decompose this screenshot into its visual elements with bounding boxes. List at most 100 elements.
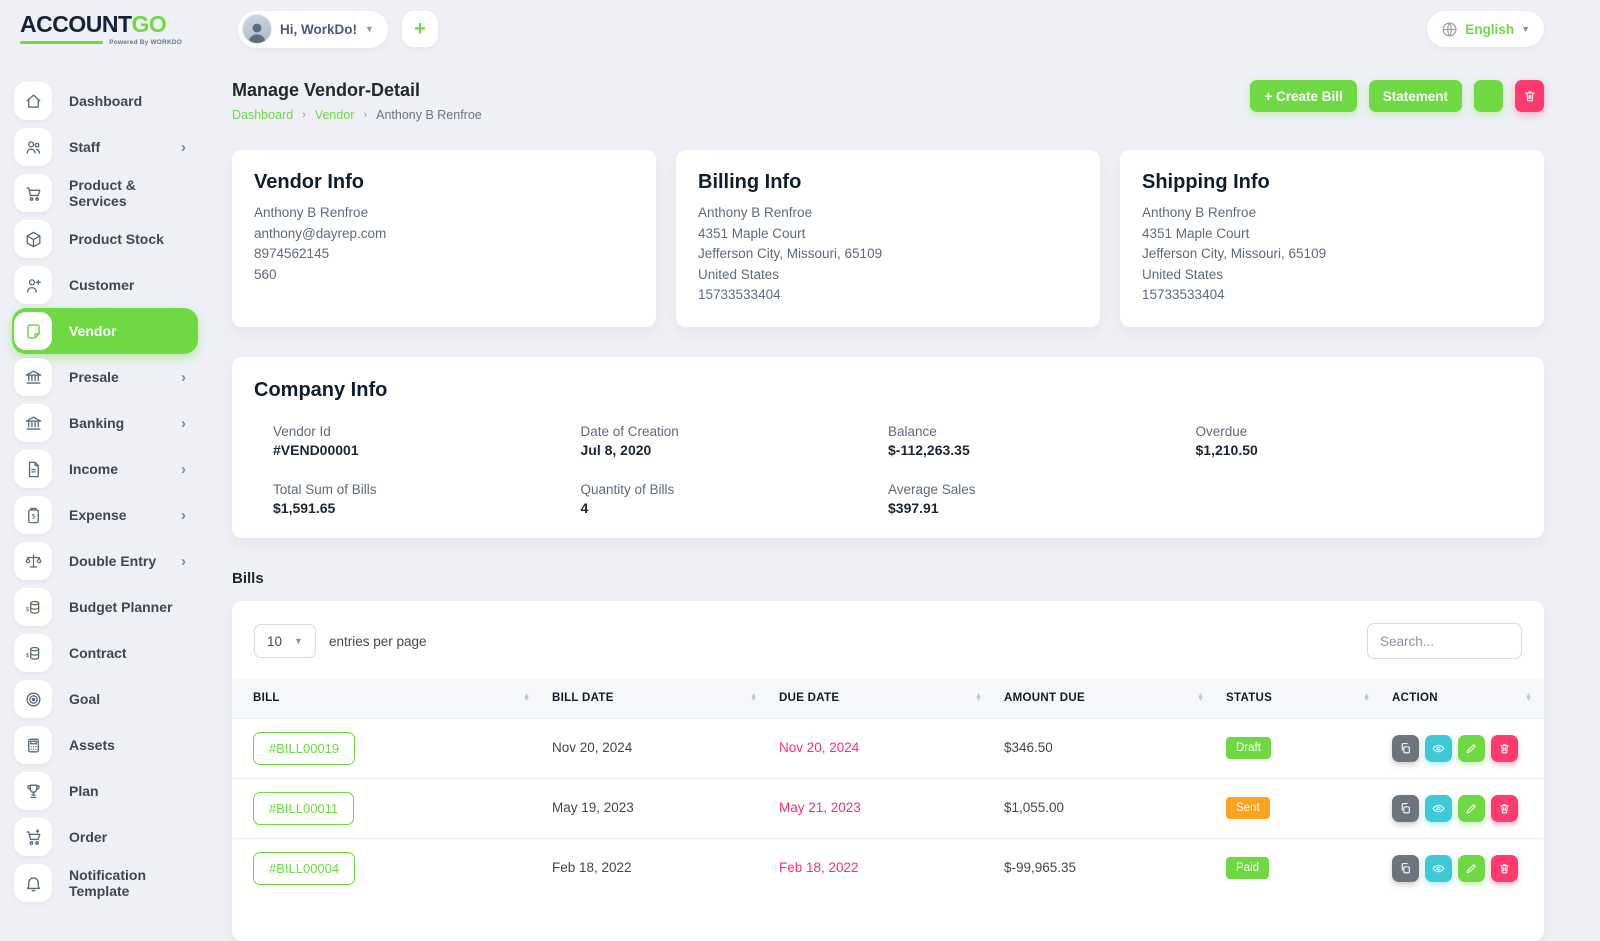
- due-date: May 21, 2023: [779, 800, 861, 815]
- create-bill-button[interactable]: + Create Bill: [1250, 80, 1356, 112]
- field-date-of-creation: Date of Creation Jul 8, 2020: [581, 424, 889, 458]
- edit-vendor-button[interactable]: [1474, 80, 1503, 112]
- edit-button[interactable]: [1458, 735, 1485, 762]
- billing-city: Jefferson City, Missouri, 65109: [698, 245, 1078, 263]
- bill-id-link[interactable]: #BILL00019: [253, 732, 355, 765]
- eye-icon: [1432, 802, 1445, 815]
- brand-logo[interactable]: ACCOUNTGO Powered By WORKDO: [0, 13, 232, 46]
- breadcrumb-current: Anthony B Renfroe: [376, 108, 482, 122]
- coins-icon: $: [14, 634, 52, 672]
- duplicate-button[interactable]: [1392, 735, 1419, 762]
- delete-button[interactable]: [1491, 735, 1518, 762]
- sidebar-item-staff[interactable]: Staff ›: [12, 124, 198, 170]
- svg-text:$: $: [25, 606, 29, 613]
- view-button[interactable]: [1425, 855, 1452, 882]
- sidebar-item-expense[interactable]: $ Expense ›: [12, 492, 198, 538]
- main-content: Manage Vendor-Detail Dashboard › Vendor …: [232, 58, 1544, 941]
- sidebar-item-dashboard[interactable]: Dashboard: [12, 78, 198, 124]
- billing-info-card: Billing Info Anthony B Renfroe 4351 Mapl…: [676, 150, 1100, 327]
- chevron-right-icon: ›: [181, 553, 192, 570]
- status-badge: Paid: [1226, 857, 1269, 879]
- clipboard-dollar-icon: $: [14, 496, 52, 534]
- sidebar-item-vendor[interactable]: Vendor: [12, 308, 198, 354]
- shipping-country: United States: [1142, 266, 1522, 284]
- view-button[interactable]: [1425, 795, 1452, 822]
- language-label: English: [1465, 22, 1514, 37]
- powered-by-label: Powered By WORKDO: [109, 39, 182, 46]
- sidebar-item-banking[interactable]: Banking ›: [12, 400, 198, 446]
- duplicate-button[interactable]: [1392, 855, 1419, 882]
- sidebar-item-product-services[interactable]: Product & Services: [12, 170, 198, 216]
- field-quantity-of-bills: Quantity of Bills 4: [581, 482, 889, 516]
- bill-date: Feb 18, 2022: [552, 860, 632, 875]
- bell-icon: [14, 864, 52, 902]
- amount-due: $1,055.00: [1004, 800, 1064, 815]
- chevron-right-icon: ›: [181, 461, 192, 478]
- delete-button[interactable]: [1491, 795, 1518, 822]
- billing-phone: 15733533404: [698, 286, 1078, 304]
- edit-button[interactable]: [1458, 855, 1485, 882]
- user-menu[interactable]: Hi, WorkDo! ▼: [238, 11, 388, 48]
- users-icon: [14, 128, 52, 166]
- sidebar-item-plan[interactable]: Plan: [12, 768, 198, 814]
- edit-button[interactable]: [1458, 795, 1485, 822]
- column-header-action[interactable]: ACTION▲▼: [1382, 679, 1544, 718]
- sidebar-item-presale[interactable]: Presale ›: [12, 354, 198, 400]
- field-balance: Balance $-112,263.35: [888, 424, 1196, 458]
- sidebar-item-notification-template[interactable]: Notification Template: [12, 860, 198, 906]
- calculator-icon: [14, 726, 52, 764]
- sidebar-item-budget-planner[interactable]: $ Budget Planner: [12, 584, 198, 630]
- breadcrumb-vendor[interactable]: Vendor: [315, 108, 355, 122]
- delete-vendor-button[interactable]: [1515, 80, 1544, 112]
- pencil-icon: [1488, 89, 1489, 103]
- trash-icon: [1498, 742, 1511, 755]
- field-overdue: Overdue $1,210.50: [1196, 424, 1504, 458]
- column-header-bill[interactable]: BILL▲▼: [232, 679, 542, 718]
- company-info-card: Company Info Vendor Id #VEND00001 Date o…: [232, 357, 1544, 538]
- brand-name-secondary: GO: [132, 11, 167, 37]
- copy-icon: [1399, 742, 1412, 755]
- sidebar-item-double-entry[interactable]: Double Entry ›: [12, 538, 198, 584]
- sidebar-item-assets[interactable]: Assets: [12, 722, 198, 768]
- column-header-bill-date[interactable]: BILL DATE▲▼: [542, 679, 769, 718]
- globe-icon: [1441, 21, 1458, 38]
- language-selector[interactable]: English ▼: [1427, 11, 1544, 47]
- shipping-street: 4351 Maple Court: [1142, 225, 1522, 243]
- duplicate-button[interactable]: [1392, 795, 1419, 822]
- column-header-due-date[interactable]: DUE DATE▲▼: [769, 679, 994, 718]
- breadcrumb-dashboard[interactable]: Dashboard: [232, 108, 293, 122]
- company-info-title: Company Info: [254, 379, 1522, 402]
- bill-date: Nov 20, 2024: [552, 740, 632, 755]
- delete-button[interactable]: [1491, 855, 1518, 882]
- amount-due: $346.50: [1004, 740, 1053, 755]
- search-input[interactable]: [1367, 623, 1522, 659]
- sidebar-item-customer[interactable]: Customer: [12, 262, 198, 308]
- trash-icon: [1523, 89, 1537, 103]
- statement-button[interactable]: Statement: [1369, 80, 1462, 112]
- scale-icon: [14, 542, 52, 580]
- sidebar-item-order[interactable]: Order: [12, 814, 198, 860]
- bank-icon: [14, 404, 52, 442]
- entries-per-page-select[interactable]: 10 ▼: [254, 624, 316, 658]
- sidebar-item-product-stock[interactable]: Product Stock: [12, 216, 198, 262]
- vendor-tax-number: 560: [254, 266, 634, 284]
- bill-id-link[interactable]: #BILL00011: [253, 792, 354, 825]
- shipping-phone: 15733533404: [1142, 286, 1522, 304]
- sort-icon: ▲▼: [1363, 694, 1370, 703]
- sidebar-item-goal[interactable]: Goal: [12, 676, 198, 722]
- amount-due: $-99,965.35: [1004, 860, 1076, 875]
- eye-icon: [1432, 862, 1445, 875]
- chevron-right-icon: ›: [181, 507, 192, 524]
- view-button[interactable]: [1425, 735, 1452, 762]
- pencil-icon: [1465, 742, 1478, 755]
- sidebar: Dashboard Staff › Product & Services Pro…: [0, 58, 210, 900]
- sidebar-item-income[interactable]: Income ›: [12, 446, 198, 492]
- column-header-amount-due[interactable]: AMOUNT DUE▲▼: [994, 679, 1216, 718]
- quick-add-button[interactable]: +: [402, 11, 438, 47]
- bill-id-link[interactable]: #BILL00004: [253, 852, 355, 885]
- billing-name: Anthony B Renfroe: [698, 204, 1078, 222]
- note-icon: [14, 312, 52, 350]
- sidebar-item-contract[interactable]: $ Contract: [12, 630, 198, 676]
- billing-country: United States: [698, 266, 1078, 284]
- column-header-status[interactable]: STATUS▲▼: [1216, 679, 1382, 718]
